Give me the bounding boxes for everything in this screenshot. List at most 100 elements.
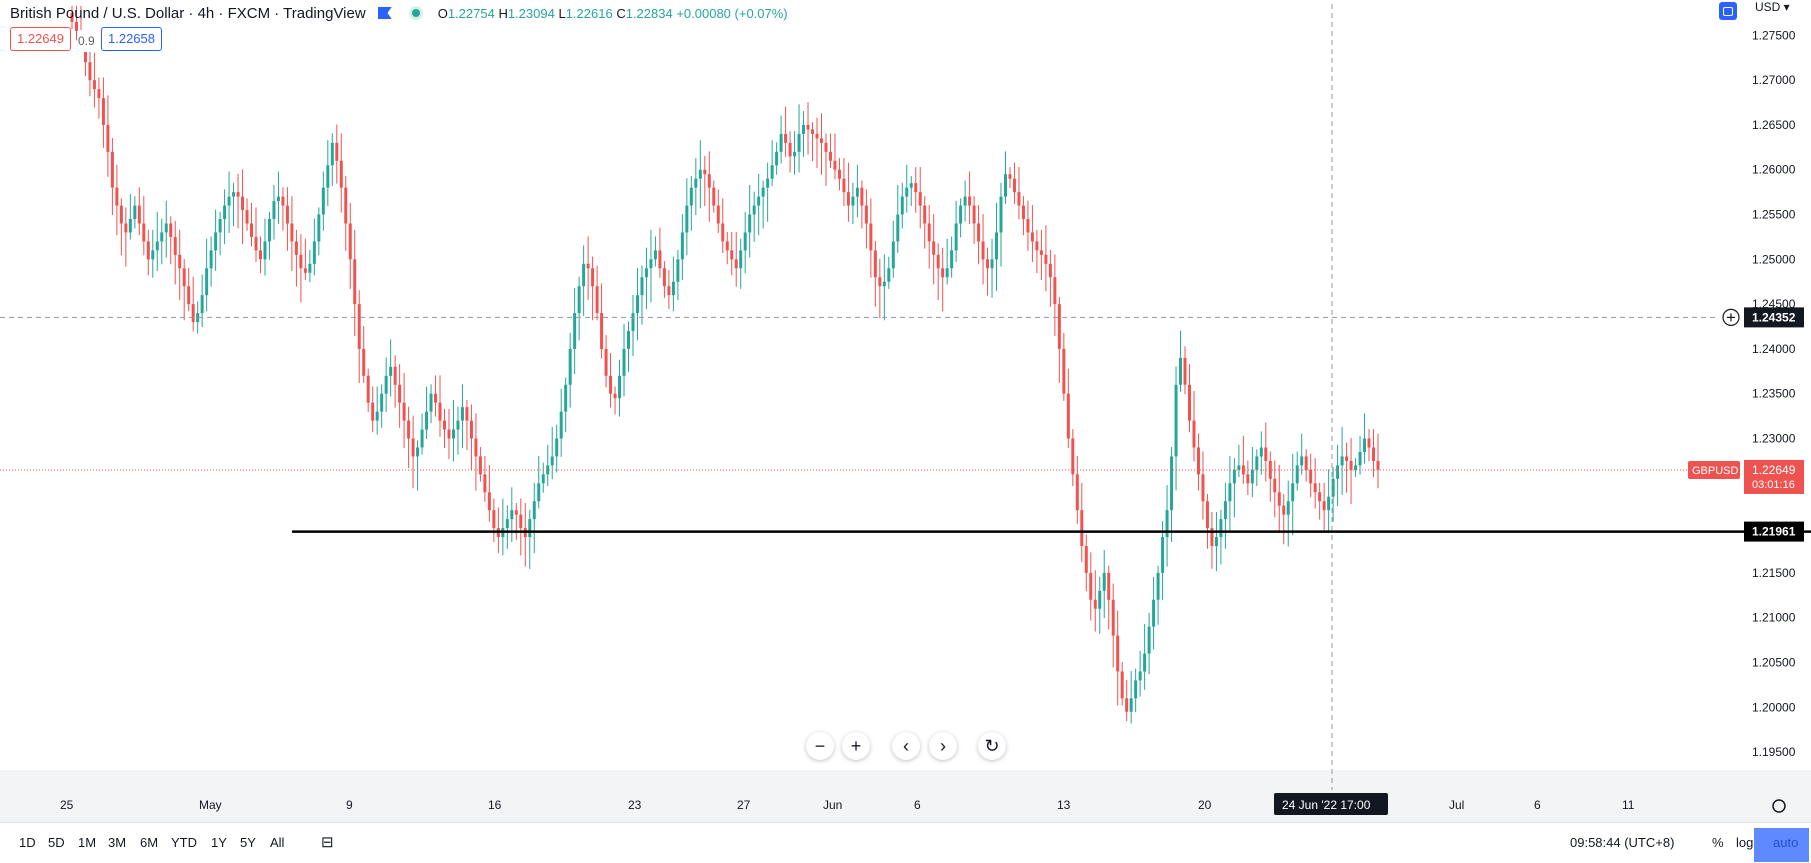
- candle: [1313, 483, 1317, 493]
- timeframe-1m[interactable]: 1M: [78, 835, 97, 850]
- timeframe-ytd[interactable]: YTD: [171, 835, 197, 850]
- log-toggle[interactable]: log: [1736, 835, 1754, 850]
- candle: [1223, 501, 1227, 520]
- candle: [591, 268, 595, 287]
- symbol-title[interactable]: British Pound / U.S. Dollar · 4h · FXCM …: [10, 4, 366, 22]
- candle: [366, 375, 370, 403]
- candle: [245, 210, 249, 224]
- currency-select[interactable]: USD ▾: [1755, 0, 1790, 14]
- symbol-tag-bg: [1688, 460, 1740, 479]
- candle: [451, 429, 455, 439]
- candle: [465, 407, 469, 421]
- candle: [1322, 501, 1326, 511]
- candle: [469, 420, 473, 439]
- candle: [766, 178, 770, 188]
- compare-icon[interactable]: [1719, 2, 1737, 20]
- time-tick-label: 6: [914, 798, 921, 812]
- candle: [151, 250, 155, 260]
- candle: [460, 407, 464, 421]
- candle: [950, 250, 954, 269]
- candle: [811, 129, 815, 134]
- zoom-out-icon[interactable]: −: [806, 732, 834, 760]
- candle: [819, 138, 823, 143]
- flag-icon[interactable]: [377, 7, 392, 19]
- candle: [182, 268, 186, 287]
- candle: [232, 192, 236, 197]
- candle: [1336, 465, 1340, 479]
- candle: [977, 223, 981, 242]
- timeframe-5d[interactable]: 5D: [48, 835, 65, 850]
- price-tick-label: 1.20000: [1752, 700, 1796, 714]
- candle: [716, 205, 720, 224]
- candle: [443, 420, 447, 430]
- candle: [1345, 456, 1349, 461]
- candle: [1318, 492, 1322, 502]
- candle: [1309, 469, 1313, 484]
- scroll-left-icon[interactable]: ‹: [892, 732, 920, 760]
- candle: [115, 187, 119, 206]
- candle: [743, 232, 747, 251]
- candle: [1012, 178, 1016, 193]
- zoom-in-icon[interactable]: +: [842, 732, 870, 760]
- candle: [1084, 546, 1088, 573]
- candle: [200, 295, 204, 314]
- candle: [254, 236, 258, 251]
- timeframe-1y[interactable]: 1Y: [211, 835, 227, 850]
- time-tick-label: 23: [628, 798, 642, 812]
- timeframe-all[interactable]: All: [270, 835, 285, 850]
- candle: [407, 420, 411, 439]
- candle: [1264, 447, 1268, 461]
- candle: [1259, 447, 1263, 457]
- candle: [137, 205, 141, 224]
- candle: [110, 151, 114, 188]
- percent-toggle[interactable]: %: [1712, 835, 1724, 850]
- candle: [837, 169, 841, 179]
- candle: [815, 133, 819, 139]
- candle: [752, 205, 756, 215]
- time-tick-label: 25: [60, 798, 74, 812]
- candle: [227, 196, 231, 206]
- candle: [1066, 393, 1070, 439]
- candle: [1214, 537, 1218, 547]
- price-chart[interactable]: 1.27500 1.27000 1.26500 1.26000 1.25500 1.250…: [0, 0, 1811, 822]
- reset-icon[interactable]: ↻: [978, 732, 1006, 760]
- candle: [514, 510, 518, 515]
- candle: [236, 192, 240, 197]
- candle: [1008, 174, 1012, 179]
- candle: [694, 178, 698, 188]
- buy-button[interactable]: 1.22658: [101, 27, 162, 51]
- time-axis-bg: [0, 770, 1811, 822]
- candle: [272, 201, 276, 220]
- candle: [425, 411, 429, 430]
- candle: [1232, 469, 1236, 484]
- candle: [959, 205, 963, 224]
- timeframe-1d[interactable]: 1D: [19, 835, 36, 850]
- candle: [1143, 653, 1147, 672]
- candle: [698, 169, 702, 179]
- timeframe-5y[interactable]: 5Y: [240, 835, 256, 850]
- candle: [312, 241, 316, 264]
- date-range-icon[interactable]: ⊟: [321, 834, 334, 851]
- scroll-right-icon[interactable]: ›: [929, 732, 957, 760]
- candle: [128, 219, 132, 233]
- candle: [995, 232, 999, 260]
- timeframe-3m[interactable]: 3M: [108, 835, 127, 850]
- candle: [689, 187, 693, 206]
- candle: [1376, 460, 1380, 470]
- candle: [784, 133, 788, 143]
- candle: [896, 214, 900, 242]
- candle: [1044, 254, 1048, 264]
- price-tick-label: 1.26500: [1752, 118, 1796, 132]
- candle: [416, 447, 420, 457]
- candle: [806, 124, 810, 130]
- candle: [1255, 456, 1259, 470]
- candle: [1246, 474, 1250, 484]
- candle: [1053, 277, 1057, 305]
- settings-icon[interactable]: [1772, 799, 1786, 813]
- candle: [1183, 357, 1187, 385]
- candle: [1098, 590, 1102, 609]
- candle: [119, 205, 123, 224]
- candle: [550, 456, 554, 466]
- timeframe-6m[interactable]: 6M: [140, 835, 159, 850]
- sell-button[interactable]: 1.22649: [10, 27, 71, 51]
